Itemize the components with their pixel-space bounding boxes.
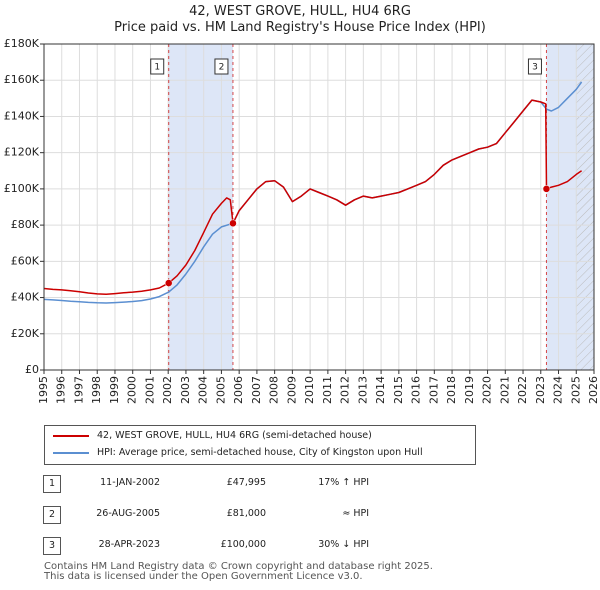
x-tick-label: 2019 <box>463 376 476 404</box>
x-tick-label: 2001 <box>143 376 156 404</box>
chart-subtitle: Price paid vs. HM Land Registry's House … <box>114 20 486 35</box>
y-tick-label: £120K <box>4 146 40 159</box>
sale-label-box <box>527 58 542 75</box>
sale-label: 3 <box>532 63 538 73</box>
y-tick-label: £60K <box>11 254 40 267</box>
price-chart: 1 2 3 1995 1996 1997 1998 1999 2000 2001 2002 2003… <box>4 37 600 404</box>
price-line-swatch <box>53 434 89 437</box>
x-tick-label: 2005 <box>214 376 227 404</box>
transaction-date: 26-AUG-2005 <box>96 508 160 519</box>
x-tick-label: 2024 <box>552 376 565 404</box>
x-tick-label: 2015 <box>392 376 405 404</box>
transaction-price: £100,000 <box>220 539 266 550</box>
transaction-number: 2 <box>43 506 61 524</box>
x-tick-label: 2012 <box>339 376 352 404</box>
transaction-date: 11-JAN-2002 <box>100 477 160 488</box>
y-tick-label: £160K <box>4 73 40 86</box>
y-tick-label: £0 <box>25 363 39 376</box>
x-tick-label: 2008 <box>268 376 281 404</box>
x-tick-label: 2018 <box>445 376 458 404</box>
x-tick-label: 2022 <box>516 376 529 404</box>
sale-label-box <box>150 58 165 75</box>
hpi-line <box>43 81 583 304</box>
x-tick-label: 2020 <box>481 376 494 404</box>
x-tick-label: 2016 <box>410 376 423 404</box>
plot-border <box>43 43 595 371</box>
x-tick-label: 2014 <box>374 376 387 404</box>
x-tick-label: 2009 <box>285 376 298 404</box>
transaction-date: 28-APR-2023 <box>98 539 160 550</box>
chart-title: 42, WEST GROVE, HULL, HU4 6RG <box>189 4 411 19</box>
transaction-price: £81,000 <box>226 508 266 519</box>
legend-item-hpi: HPI: Average price, semi-detached house,… <box>53 445 423 461</box>
x-tick-label: 1997 <box>72 376 85 404</box>
chart-legend: 42, WEST GROVE, HULL, HU4 6RG (semi-deta… <box>44 425 476 465</box>
footer-licence: This data is licensed under the Open Gov… <box>44 571 363 582</box>
transaction-price: £47,995 <box>226 477 266 488</box>
legend-item-price: 42, WEST GROVE, HULL, HU4 6RG (semi-deta… <box>53 428 372 444</box>
y-tick-label: £180K <box>4 37 40 50</box>
transaction-hpi-relation: ≈ HPI <box>342 508 369 519</box>
x-tick-label: 2021 <box>498 376 511 404</box>
shaded-period <box>168 44 233 370</box>
sale-label: 1 <box>154 63 160 73</box>
forecast-hatch <box>576 44 594 370</box>
x-tick-label: 1998 <box>90 376 103 404</box>
x-tick-label: 2023 <box>534 376 547 404</box>
transaction-number: 3 <box>43 537 61 555</box>
transaction-number: 1 <box>43 475 61 493</box>
sale-label: 2 <box>219 63 225 73</box>
hpi-line-swatch <box>53 451 89 454</box>
y-tick-label: £20K <box>11 327 40 340</box>
x-tick-label: 2011 <box>321 376 334 404</box>
legend-hpi-label: HPI: Average price, semi-detached house,… <box>97 447 423 458</box>
y-tick-label: £100K <box>4 182 40 195</box>
x-tick-label: 2017 <box>427 376 440 404</box>
y-tick-label: £140K <box>4 109 40 122</box>
x-tick-label: 2025 <box>569 376 582 404</box>
x-tick-label: 2007 <box>250 376 263 404</box>
x-tick-label: 2002 <box>161 376 174 404</box>
sale-point <box>164 279 173 287</box>
x-tick-label: 2004 <box>197 376 210 404</box>
x-tick-label: 2026 <box>587 376 600 404</box>
x-tick-label: 2006 <box>232 376 245 404</box>
y-tick-label: £80K <box>11 218 40 231</box>
legend-price-label: 42, WEST GROVE, HULL, HU4 6RG (semi-deta… <box>97 430 372 441</box>
transaction-hpi-relation: 17% ↑ HPI <box>318 477 369 488</box>
x-tick-label: 2000 <box>126 376 139 404</box>
sale-point <box>229 219 237 228</box>
x-tick-label: 1995 <box>37 376 50 404</box>
x-tick-label: 2010 <box>303 376 316 404</box>
transaction-hpi-relation: 30% ↓ HPI <box>318 539 369 550</box>
y-tick-label: £40K <box>11 291 40 304</box>
x-tick-label: 1999 <box>108 376 121 404</box>
footer-copyright: Contains HM Land Registry data © Crown c… <box>44 561 433 572</box>
x-tick-label: 2003 <box>179 376 192 404</box>
sale-label-box <box>214 58 229 75</box>
x-tick-label: 2013 <box>356 376 369 404</box>
x-tick-label: 1996 <box>55 376 68 404</box>
price-paid-line <box>43 99 583 296</box>
sale-point <box>542 185 551 193</box>
